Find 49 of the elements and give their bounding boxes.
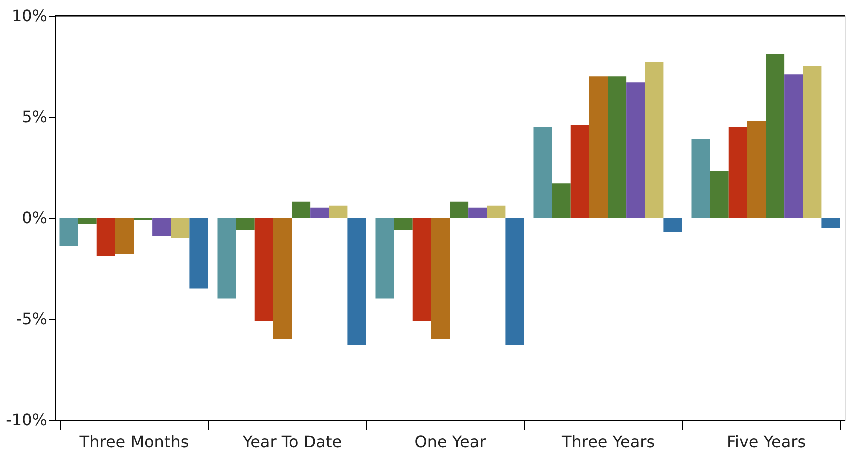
y-tick-label: 5% [22,108,48,126]
bar [218,218,236,299]
bar [552,184,571,218]
bar [329,206,348,218]
y-tick-label: 10% [12,6,48,26]
bar [608,76,627,218]
bar [570,125,590,218]
bar [534,127,552,218]
bar [310,208,330,218]
bar [115,218,134,254]
bar [190,218,208,289]
bar [394,218,413,230]
y-tick-label: -5% [16,310,48,328]
bar [431,218,450,340]
x-tick-label: Five Years [726,432,806,452]
bar [728,127,748,218]
bar [692,139,710,218]
bar [468,208,488,218]
y-tick-label: -10% [6,410,48,430]
bar [664,218,682,232]
bar [348,218,366,346]
bar [236,218,255,230]
bar [171,218,190,238]
bar [506,218,524,346]
y-tick-label: 0% [22,208,48,228]
bar [710,172,729,218]
bar [254,218,274,322]
bar [292,202,311,218]
bar [747,121,766,218]
x-tick-label: Three Years [560,432,656,452]
bar [60,218,78,246]
bar [273,218,292,340]
bar [450,202,469,218]
bar [766,54,785,218]
x-tick-label: One Year [414,432,487,452]
bar [96,218,116,256]
bar [822,218,840,228]
bar [78,218,97,224]
x-tick-label: Year To Date [242,432,342,452]
bar [784,74,804,218]
bar [589,76,608,218]
x-tick-label: Three Months [78,432,190,452]
bar [152,218,172,236]
bar [412,218,432,322]
bar [803,66,822,218]
bar [626,82,646,218]
bar [376,218,394,299]
bar [487,206,506,218]
bar [645,62,664,218]
